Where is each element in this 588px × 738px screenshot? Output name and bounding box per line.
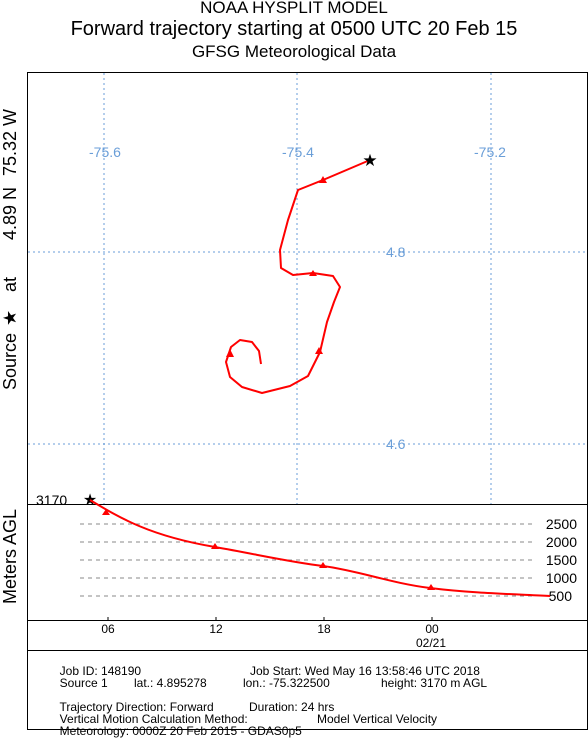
source-lat-value: lat.: 4.895278 (134, 676, 207, 690)
lon-label: -75.6 (89, 144, 121, 160)
trajectory-marker (226, 349, 234, 357)
title-line-2: Forward trajectory starting at 0500 UTC … (70, 18, 518, 40)
height-level-label: 2000 (546, 534, 577, 550)
height-level-label: 1000 (546, 570, 577, 586)
trajectory-markers (226, 176, 327, 357)
meteorology: Meteorology: 0000Z 20 Feb 2015 - GDAS0p5 (59, 724, 302, 738)
source-lon-value: lon.: -75.322500 (243, 676, 330, 690)
time-tick-label: 18 (317, 622, 331, 636)
job-start: Job Start: Wed May 16 13:58:46 UTC 2018 (250, 664, 480, 678)
height-level-label: 500 (549, 588, 573, 604)
info-row-4: Vertical Motion Calculation Method: Model… (53, 701, 437, 726)
source-word: Source (0, 333, 20, 390)
time-tick-label: 06 (101, 622, 115, 636)
source-height-value: height: 3170 m AGL (381, 676, 488, 690)
source-lon: 75.32 W (0, 109, 20, 176)
time-date-label: 02/21 (416, 636, 446, 650)
start-height-label: 3170 (36, 492, 67, 508)
trajectory-marker (315, 347, 323, 354)
info-row-3: Trajectory Direction: Forward Duration: 2… (53, 689, 334, 714)
title-line-1: NOAA HYSPLIT MODEL (200, 0, 388, 17)
height-marker (102, 509, 110, 515)
time-tick-label: 00 (425, 622, 439, 636)
height-marker (319, 562, 327, 568)
lat-label: 4.8 (386, 244, 406, 260)
height-profile-line (89, 499, 551, 597)
source-id: Source 1 (59, 676, 108, 690)
trajectory-marker (309, 270, 317, 276)
source-star-icon: ★ (0, 310, 20, 326)
info-row-1: Job ID: 148190 Job Start: Wed May 16 13:5… (53, 653, 480, 678)
height-level-label: 1500 (546, 552, 577, 568)
height-start-star-icon: ★ (83, 490, 97, 509)
lon-label: -75.4 (282, 144, 314, 160)
source-star-icon: ★ (362, 151, 377, 171)
duration: Duration: 24 hrs (249, 700, 335, 714)
title-line-3: GFSG Meteorological Data (191, 42, 397, 61)
height-marker (427, 584, 435, 590)
job-id: Job ID: 148190 (59, 664, 142, 678)
source-at: at (0, 277, 20, 292)
time-tick-label: 12 (209, 622, 223, 636)
info-row-5: Meteorology: 0000Z 20 Feb 2015 - GDAS0p5 (53, 713, 302, 737)
map-panel (27, 72, 588, 505)
trajectory-marker (319, 176, 327, 183)
trajectory-path (225, 159, 371, 394)
lat-label: 4.6 (386, 436, 406, 452)
trajectory-direction: Trajectory Direction: Forward (59, 700, 214, 714)
height-marker (211, 543, 219, 549)
vertical-method-value: Model Vertical Velocity (317, 712, 438, 726)
source-lat: 4.89 N (0, 187, 20, 240)
height-level-label: 2500 (546, 516, 577, 532)
height-axis-label: Meters AGL (0, 509, 20, 604)
info-row-2: Source 1 lat.: 4.895278 lon.: -75.322500 he… (53, 665, 487, 690)
vertical-method: Vertical Motion Calculation Method: (59, 712, 248, 726)
height-panel (27, 504, 588, 621)
lon-label: -75.2 (474, 144, 506, 160)
